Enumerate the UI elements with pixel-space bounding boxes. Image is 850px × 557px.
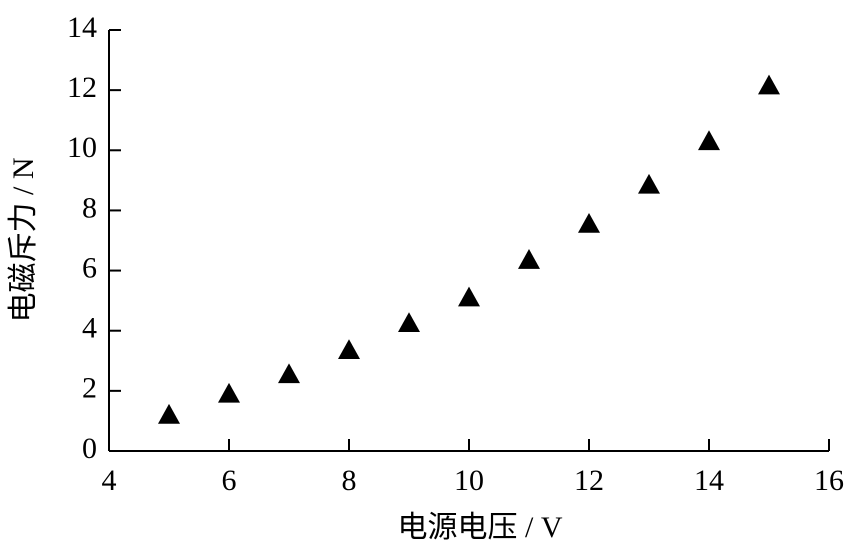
x-tick-label: 14 (694, 464, 724, 497)
x-tick-label: 10 (454, 464, 484, 497)
marker (278, 363, 300, 384)
marker (458, 286, 480, 307)
x-axis-label: 电源电压 / V (398, 511, 563, 544)
marker (698, 130, 720, 151)
x-tick-label: 12 (574, 464, 604, 497)
y-axis-label: 电磁斥力 / N (7, 158, 40, 323)
marker (638, 173, 660, 194)
y-tick-label: 0 (82, 432, 97, 465)
marker (218, 382, 240, 403)
x-tick-label: 4 (102, 464, 117, 497)
marker (398, 312, 420, 332)
y-tick-label: 10 (67, 131, 97, 164)
y-tick-label: 14 (67, 11, 97, 44)
marker (518, 249, 540, 269)
marker (158, 403, 180, 424)
x-tick-label: 8 (342, 464, 357, 497)
marker (758, 74, 780, 95)
y-tick-label: 4 (82, 312, 97, 345)
marker (578, 212, 600, 233)
y-tick-label: 6 (82, 251, 97, 284)
x-tick-label: 16 (814, 464, 844, 497)
y-tick-label: 2 (82, 372, 97, 405)
y-tick-label: 8 (82, 191, 97, 224)
y-tick-label: 12 (67, 71, 97, 104)
x-tick-label: 6 (222, 464, 237, 497)
marker (338, 339, 360, 360)
